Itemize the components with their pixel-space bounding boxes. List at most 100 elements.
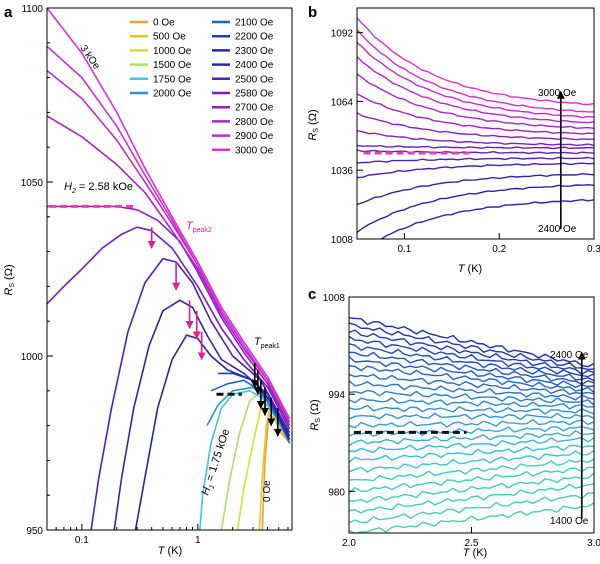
panel-c-y-tick-label: 1008 [323,293,346,304]
legend-label: 2100 Oe [235,18,274,29]
panel-a-0oe-label: 0 Oe [262,480,273,502]
panel-b-series-line [357,162,594,179]
panel-b: 0.1 0.2 0.3 1008 1036 1064 1092 3000 Oe 2400 O… [307,7,600,275]
panel-a-y-tick-label: 1000 [21,352,44,363]
legend-label: 500 Oe [153,32,186,43]
panel-b-series [357,17,594,239]
panel-b-ylabel: RS (Ω) [307,109,320,140]
panel-letter-b: b [308,4,317,21]
panel-c-series-line [349,458,594,482]
panel-c-series-line [349,355,594,389]
panel-c-series-line [349,430,594,447]
panel-b-x-tick-label: 0.3 [587,244,600,255]
panel-a-series [47,8,291,530]
panel-c-series-line [349,483,594,514]
panel-a-xlabel: T (K) [158,545,182,557]
panel-c-series-line [349,322,594,371]
panel-b-series-line [357,156,594,164]
panel-b-series-line [357,17,594,106]
legend-label: 2580 Oe [235,89,274,100]
panel-c: 2.0 2.5 3.0 980 994 1008 2400 Oe 1400 Oe T (K… [309,293,600,559]
panel-a-legend: 0 Oe 500 Oe 1000 Oe 1500 Oe 1750 Oe 2000 Oe 21… [130,18,274,156]
panel-b-y-tick-label: 1036 [331,166,354,177]
panel-c-top-field: 2400 Oe [550,350,589,361]
panel-b-x-tick-label: 0.1 [397,244,411,255]
panel-b-series-line [357,149,594,155]
panel-c-series-line [349,397,594,410]
panel-b-series-line [357,29,594,113]
legend-label: 1000 Oe [153,46,192,57]
legend-label: 2000 Oe [153,89,192,100]
panel-a-tpeak2-label: Tpeak2 [186,220,212,234]
panel-b-series-line [357,73,594,129]
panel-b-xlabel: T (K) [458,263,482,275]
panel-c-series-line [349,492,594,524]
panel-c-series [349,317,594,533]
panel-b-series-line [357,112,594,141]
legend-label: 1500 Oe [153,60,192,71]
panel-a-series-line [47,115,291,423]
panel-c-series-line [349,419,594,429]
panel-c-y-tick-label: 994 [328,390,345,401]
panel-c-series-line [349,449,594,473]
panel-c-x-tick-label: 3.0 [587,538,600,549]
panel-c-series-line [349,373,594,395]
panel-a-h2-label: H2 = 2.58 kOe [64,181,133,195]
panel-b-series-line [357,130,594,147]
legend-label: 2900 Oe [235,131,274,142]
panel-b-series-line [357,56,594,124]
legend-label: 0 Oe [153,18,175,29]
panel-a-frame [46,7,293,531]
panel-a-y-tick-label: 1050 [21,178,44,189]
panel-a-ylabel: RS (Ω) [3,264,16,295]
legend-label: 3000 Oe [235,145,274,156]
legend-label: 1750 Oe [153,74,192,85]
panel-c-series-line [349,335,594,378]
legend-label: 2400 Oe [235,60,274,71]
panel-b-y-tick-label: 1008 [331,235,354,246]
panel-c-series-line [349,380,594,401]
panel-c-series-line [349,412,594,421]
panel-b-x-tick-label: 0.2 [492,244,506,255]
panel-a-y-tick-label: 950 [26,526,43,537]
legend-label: 2500 Oe [235,74,274,85]
legend-label: 2300 Oe [235,46,274,57]
panel-c-series-line [349,444,594,463]
panel-c-y-tick-label: 980 [328,487,345,498]
panel-b-bottom-field: 2400 Oe [538,224,577,235]
panel-a-series-line [220,390,291,530]
panel-a-tpeak1-label: Tpeak1 [254,336,280,350]
panel-a-y-tick-label: 1100 [21,4,43,15]
panel-c-series-line [349,404,594,415]
panel-a-series-line [47,8,291,419]
panel-c-series-line [349,502,594,533]
panel-c-ylabel: RS (Ω) [309,399,322,430]
panel-c-series-line [349,466,594,494]
panel-b-series-line [379,199,594,239]
panel-letter-c: c [308,286,316,303]
panel-b-series-line [357,173,594,206]
panel-c-series-line [349,365,594,394]
panel-a-series-line [90,257,291,530]
panel-b-series-line [357,93,594,135]
panel-c-series-line [349,343,594,382]
panel-a-x-tick-label: 1 [195,535,201,546]
panel-c-x-tick-label: 2.0 [342,538,356,549]
legend-label: 2800 Oe [235,117,274,128]
panel-c-xlabel: T (K) [463,547,487,559]
panel-b-series-line [357,144,594,150]
panel-c-series-line [349,351,594,386]
panel-c-bottom-field: 1400 Oe [550,516,589,527]
panel-a-series-line [47,45,291,419]
panel-c-series-line [349,436,594,454]
panel-a: 0.1 1 950 1000 1050 1100 0 Oe 500 Oe 1000 Oe 150… [3,4,293,557]
panel-b-y-tick-label: 1092 [331,29,354,40]
panel-b-frame [356,7,595,240]
panel-c-x-tick-label: 2.5 [465,538,479,549]
legend-label: 2700 Oe [235,103,274,114]
panel-b-series-line [357,184,594,233]
panel-a-x-tick-label: 0.1 [75,535,89,546]
panel-a-series-line [113,299,291,530]
panel-letter-a: a [4,4,13,21]
